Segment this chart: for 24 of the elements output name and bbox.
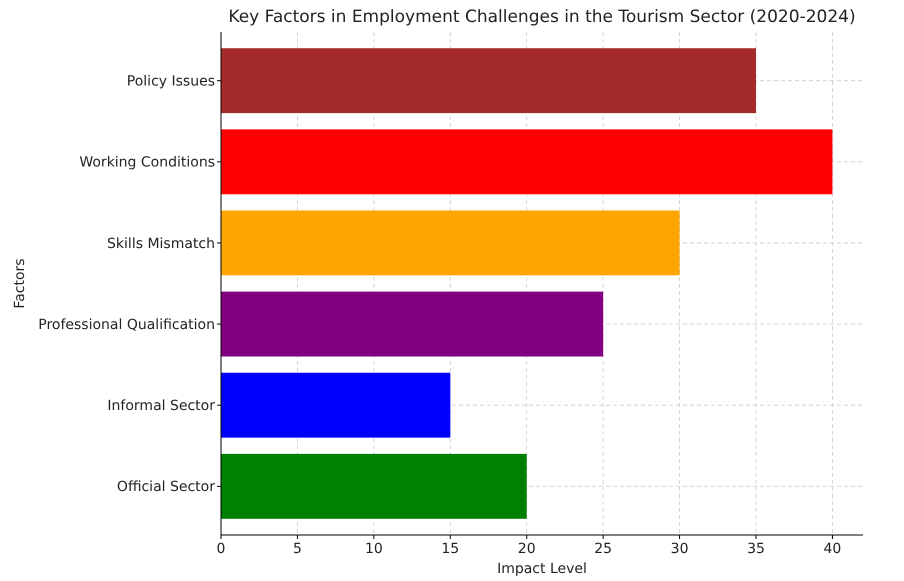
x-tick-label: 40 — [824, 541, 842, 557]
x-tick-label: 35 — [747, 541, 765, 557]
x-tick-label: 10 — [364, 541, 383, 557]
x-tick-label: 20 — [518, 541, 536, 557]
x-tick-label: 25 — [594, 541, 612, 557]
bar — [221, 210, 680, 276]
x-tick-label: 5 — [292, 541, 302, 557]
bar — [221, 129, 832, 194]
y-tick-label: Professional Qualification — [38, 316, 215, 333]
y-tick-label: Policy Issues — [126, 74, 215, 90]
x-tick-label: 30 — [670, 541, 688, 557]
y-tick-label: Working Conditions — [79, 154, 215, 171]
bar — [221, 454, 527, 519]
y-axis-title: Factors — [12, 258, 28, 309]
y-tick-label: Informal Sector — [107, 398, 216, 414]
y-tick-label: Skills Mismatch — [107, 236, 215, 252]
bar — [221, 372, 450, 438]
x-tick-label: 15 — [441, 541, 460, 557]
bar — [221, 292, 604, 357]
chart-title: Key Factors in Employment Challenges in the Tourism Sector (2020-2024) — [228, 7, 856, 27]
bar — [221, 48, 756, 114]
x-axis-title: Impact Level — [497, 561, 587, 577]
x-tick-label: 0 — [216, 541, 226, 557]
y-tick-label: Official Sector — [116, 479, 216, 496]
